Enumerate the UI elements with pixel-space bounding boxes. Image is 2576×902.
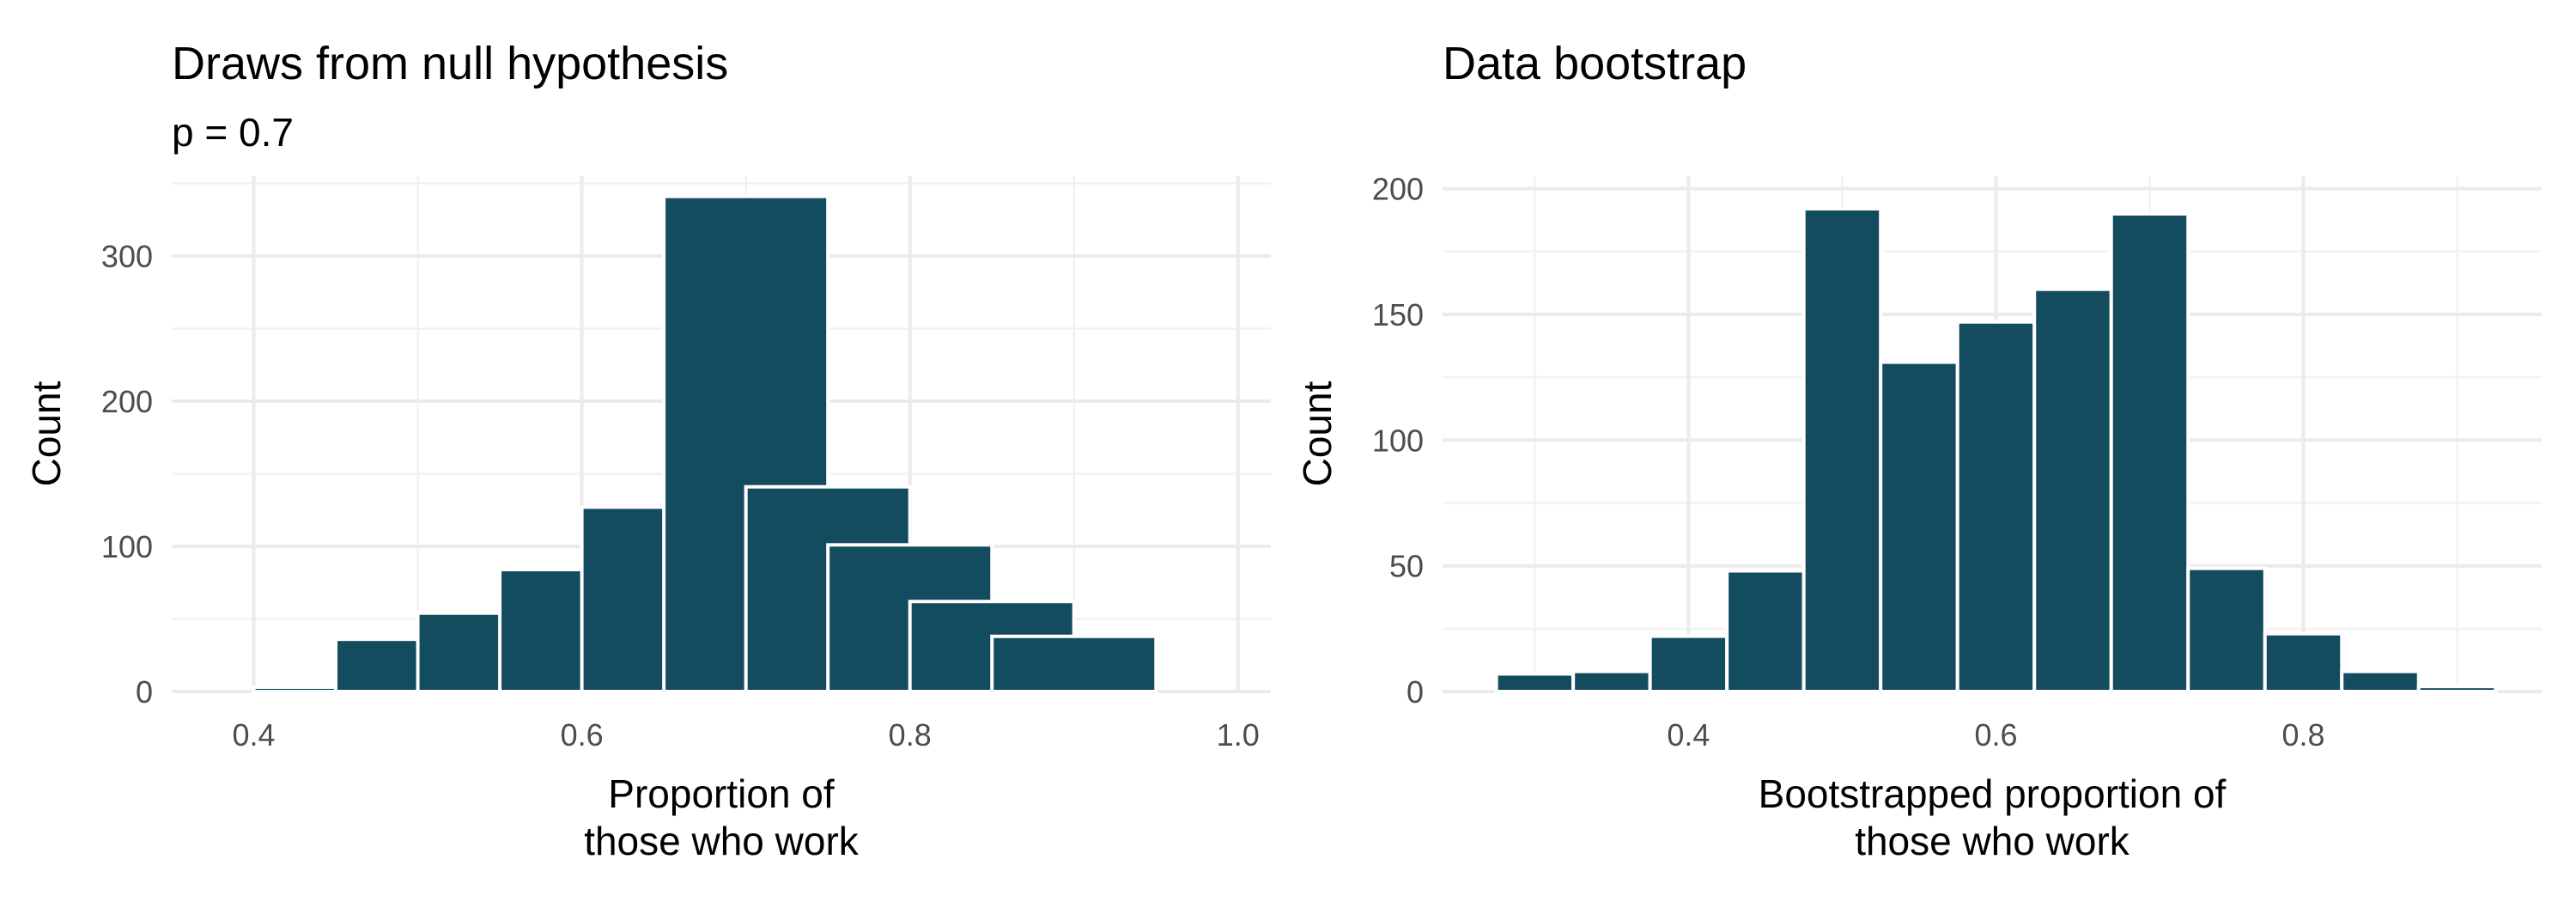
y-tick-label: 100 xyxy=(101,529,153,564)
y-axis-title: Count xyxy=(24,381,69,486)
y-tick-label: 200 xyxy=(101,384,153,419)
histogram-bar xyxy=(1725,569,1806,694)
chart-title: Draws from null hypothesis xyxy=(172,38,728,89)
histogram-bar xyxy=(1494,672,1576,694)
chart-subtitle: p = 0.7 xyxy=(172,110,294,155)
y-axis-title: Count xyxy=(1295,381,1340,486)
histogram-bar xyxy=(1879,360,1959,693)
y-tick-label: 0 xyxy=(136,674,153,710)
x-tick-label: 0.6 xyxy=(1974,717,2017,753)
x-axis-title: those who work xyxy=(584,819,860,863)
histogram-bar xyxy=(2109,211,2190,693)
x-axis-title: Bootstrapped proportion of xyxy=(1759,771,2227,816)
x-tick-label: 1.0 xyxy=(1217,717,1260,753)
x-axis-title: Proportion of xyxy=(608,771,835,816)
histogram-bar xyxy=(2340,669,2421,694)
x-tick-label: 0.4 xyxy=(232,717,275,753)
chart-panel-2: 0.4 0.6 0.8 0 50 100 150 200 Data bootstrap Boots… xyxy=(1295,38,2542,863)
chart-title: Data bootstrap xyxy=(1443,38,1747,89)
histogram-bar xyxy=(2263,631,2344,693)
histogram-bar xyxy=(1801,207,1883,694)
x-tick-label: 0.8 xyxy=(2281,717,2324,753)
x-axis-title: those who work xyxy=(1855,819,2130,863)
y-tick-label: 50 xyxy=(1389,549,1424,584)
y-tick-label: 150 xyxy=(1372,297,1424,332)
y-tick-label: 200 xyxy=(1372,172,1424,207)
histogram-bar xyxy=(1648,634,1729,693)
histogram-bar xyxy=(2416,685,2498,694)
y-tick-label: 300 xyxy=(101,239,153,274)
x-tick-label: 0.4 xyxy=(1667,717,1710,753)
histogram-bar xyxy=(2186,566,2267,694)
y-tick-label: 100 xyxy=(1372,423,1424,458)
histogram-bar xyxy=(1571,669,1652,694)
y-tick-label: 0 xyxy=(1406,674,1424,710)
x-tick-label: 0.8 xyxy=(889,717,932,753)
histogram-bar xyxy=(1955,320,2037,693)
x-tick-label: 0.6 xyxy=(561,717,604,753)
chart-panel-1: 0.4 0.6 0.8 1.0 0 100 200 300 Draws from null hy… xyxy=(24,38,1271,863)
histogram-bar xyxy=(990,634,1158,694)
histogram-bar xyxy=(2032,287,2113,693)
